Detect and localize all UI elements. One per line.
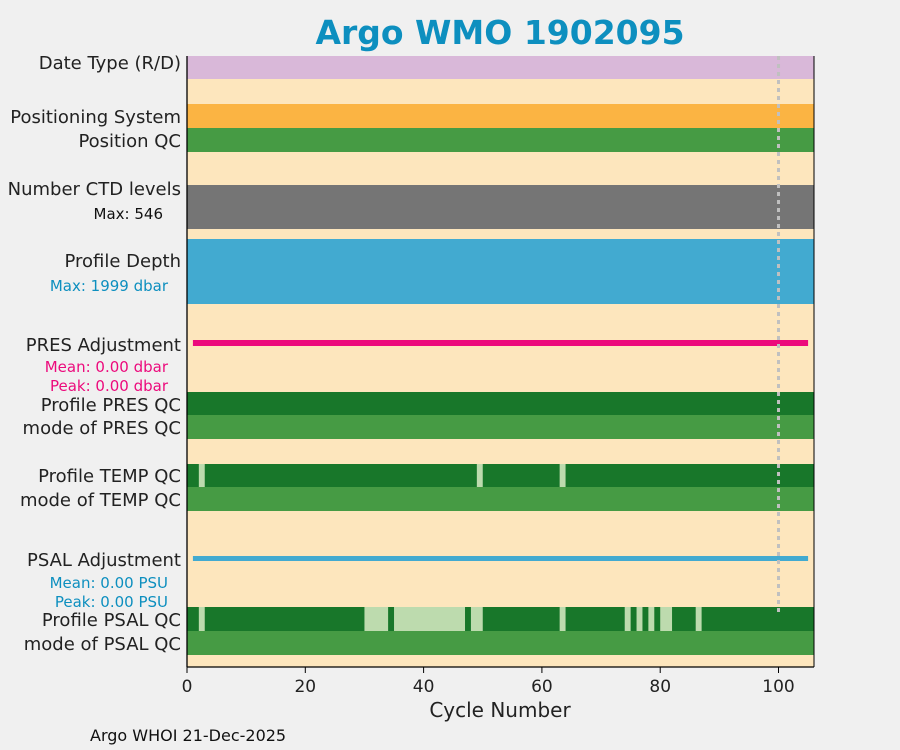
pres-peak-stat: Peak: 0.00 dbar bbox=[50, 377, 169, 395]
x-tick-label-60: 60 bbox=[531, 677, 553, 697]
x-tick-label-20: 20 bbox=[294, 677, 316, 697]
footer-credit: Argo WHOI 21-Dec-2025 bbox=[90, 726, 286, 745]
bar-psal-qc-flag-1 bbox=[364, 607, 389, 631]
row-label-psal-qc: Profile PSAL QC bbox=[42, 610, 181, 631]
row-label-temp-mode: mode of TEMP QC bbox=[20, 490, 181, 511]
chart-title: Argo WMO 1902095 bbox=[315, 13, 684, 52]
bar-psal-qc-flag-8 bbox=[660, 607, 673, 631]
pres-mean-stat: Mean: 0.00 dbar bbox=[45, 358, 169, 376]
bar-temp-qc-flag-2 bbox=[559, 464, 566, 487]
row-label-temp-qc: Profile TEMP QC bbox=[38, 466, 181, 487]
row-label-pres-mode: mode of PRES QC bbox=[23, 418, 181, 439]
bar-temp-qc-flag-0 bbox=[198, 464, 205, 487]
bar-psal-qc-flag-4 bbox=[559, 607, 566, 631]
row-label-profile-depth: Profile Depth bbox=[64, 251, 181, 272]
bar-position-qc-segment-0 bbox=[187, 128, 814, 152]
plot-background bbox=[187, 56, 814, 667]
row-label-position-qc: Position QC bbox=[78, 131, 181, 152]
x-tick-label-100: 100 bbox=[762, 677, 794, 697]
row-label-psal-adjustment: PSAL Adjustment bbox=[27, 550, 181, 571]
bar-psal-adj-segment-0 bbox=[192, 556, 809, 561]
psal-mean-stat: Mean: 0.00 PSU bbox=[50, 574, 168, 592]
bar-temp-qc-flag-1 bbox=[476, 464, 483, 487]
x-tick-label-0: 0 bbox=[182, 677, 193, 697]
psal-peak-stat: Peak: 0.00 PSU bbox=[55, 593, 168, 611]
bar-pres-qc-segment-0 bbox=[187, 392, 814, 415]
bar-psal-qc-flag-6 bbox=[636, 607, 643, 631]
x-tick-label-40: 40 bbox=[413, 677, 435, 697]
bar-psal-mode-segment-0 bbox=[187, 631, 814, 655]
bar-psal-qc-flag-7 bbox=[648, 607, 655, 631]
x-ticks: 0 20 40 60 80 100 bbox=[182, 667, 795, 697]
ctd-max-stat: Max: 546 bbox=[94, 205, 163, 223]
bar-profile-depth-segment-0 bbox=[187, 239, 814, 304]
bar-psal-qc-flag-9 bbox=[695, 607, 702, 631]
bar-date-type-segment-0 bbox=[187, 56, 814, 79]
row-label-ctd-levels: Number CTD levels bbox=[8, 179, 181, 200]
x-tick-label-80: 80 bbox=[649, 677, 671, 697]
bar-psal-qc-segment-0 bbox=[187, 607, 814, 631]
bar-temp-qc-segment-0 bbox=[187, 464, 814, 487]
bar-positioning-segment-0 bbox=[187, 104, 814, 128]
bar-psal-qc-flag-5 bbox=[624, 607, 631, 631]
row-label-pres-adjustment: PRES Adjustment bbox=[26, 335, 181, 356]
bar-pres-mode-segment-0 bbox=[187, 415, 814, 439]
bar-pres-adj-segment-0 bbox=[192, 340, 809, 346]
row-label-date-type: Date Type (R/D) bbox=[39, 53, 181, 74]
row-label-psal-mode: mode of PSAL QC bbox=[24, 634, 181, 655]
bar-psal-qc-flag-3 bbox=[470, 607, 483, 631]
bar-temp-mode-segment-0 bbox=[187, 487, 814, 511]
depth-max-stat: Max: 1999 dbar bbox=[50, 277, 169, 295]
x-axis-label: Cycle Number bbox=[429, 698, 571, 722]
row-label-pres-qc: Profile PRES QC bbox=[41, 395, 181, 416]
bar-psal-qc-flag-2 bbox=[394, 607, 466, 631]
row-label-positioning-system: Positioning System bbox=[10, 107, 181, 128]
bar-ctd-levels-segment-0 bbox=[187, 185, 814, 229]
data-bars bbox=[187, 56, 814, 655]
bar-psal-qc-flag-0 bbox=[198, 607, 205, 631]
